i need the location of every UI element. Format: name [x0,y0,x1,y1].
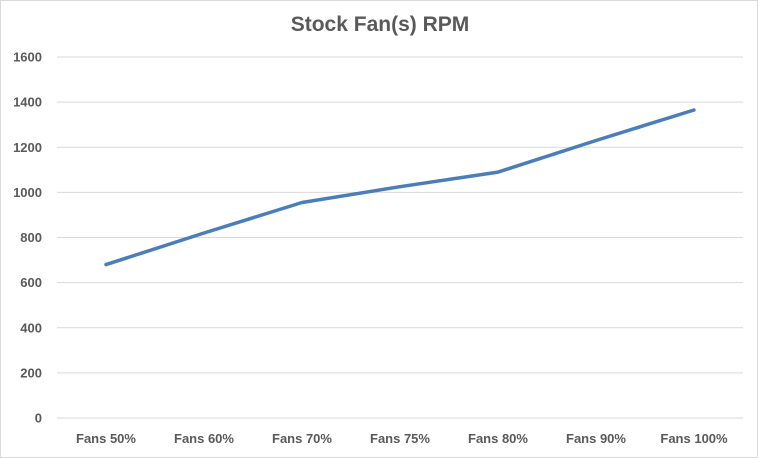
y-tick-label: 600 [20,275,42,290]
y-tick-label: 800 [20,230,42,245]
y-tick-label: 1000 [13,185,42,200]
series-layer [104,108,696,267]
data-point [692,108,696,112]
x-tick-label: Fans 90% [566,431,626,446]
gridlines [57,56,743,419]
data-point [496,170,500,174]
y-tick-label: 1600 [13,50,42,65]
chart-title: Stock Fan(s) RPM [290,13,470,36]
y-tick-label: 1400 [13,95,42,110]
y-tick-label: 0 [35,411,42,426]
data-point [594,138,598,142]
x-tick-label: Fans 50% [76,431,136,446]
x-tick-label: Fans 80% [468,431,528,446]
x-tick-label: Fans 70% [272,431,332,446]
y-axis-tick-labels: 0 200 400 600 800 1000 1200 1400 1600 [13,50,42,426]
x-axis-tick-labels: Fans 50% Fans 60% Fans 70% Fans 75% Fans 80%… [76,431,728,446]
data-point [398,185,402,189]
x-tick-label: Fans 75% [370,431,430,446]
data-point [300,201,304,205]
data-point [202,231,206,235]
y-tick-label: 1200 [13,140,42,155]
y-tick-label: 400 [20,320,42,335]
x-tick-label: Fans 60% [174,431,234,446]
x-tick-label: Fans 100% [660,431,728,446]
y-tick-label: 200 [20,365,42,380]
data-point [104,263,108,267]
